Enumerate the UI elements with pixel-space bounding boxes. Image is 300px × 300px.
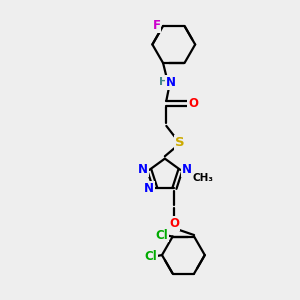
Text: H: H (159, 77, 168, 87)
Text: N: N (182, 164, 192, 176)
Text: S: S (175, 136, 184, 149)
Text: O: O (169, 218, 179, 230)
Text: Cl: Cl (155, 229, 168, 242)
Text: N: N (138, 164, 148, 176)
Text: F: F (152, 20, 160, 32)
Text: N: N (166, 76, 176, 89)
Text: N: N (144, 182, 154, 195)
Text: O: O (188, 97, 198, 110)
Text: CH₃: CH₃ (192, 173, 213, 183)
Text: Cl: Cl (144, 250, 157, 263)
